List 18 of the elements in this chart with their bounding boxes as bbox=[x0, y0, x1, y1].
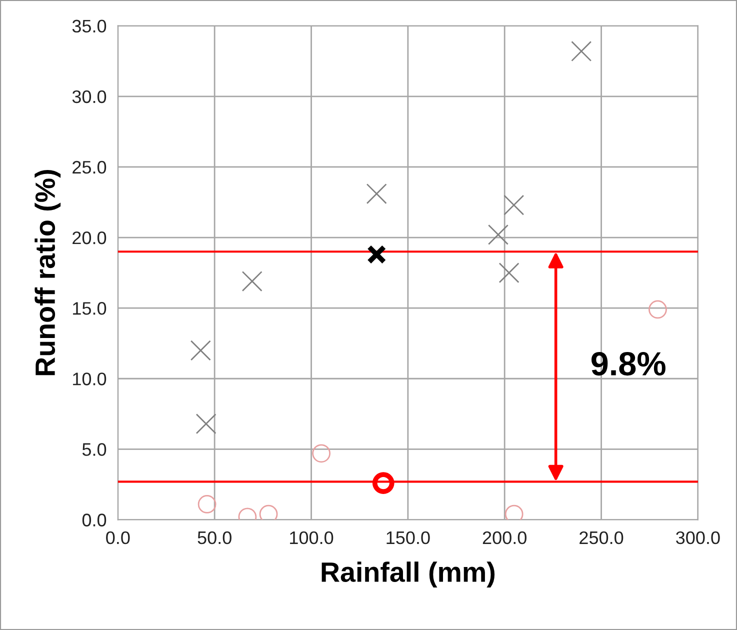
y-tick-label: 0.0 bbox=[82, 514, 106, 526]
y-tick-label: 20.0 bbox=[72, 231, 106, 244]
x-tick-label: 300.0 bbox=[676, 531, 720, 544]
y-tick-label: 15.0 bbox=[73, 302, 106, 315]
y-tick-label: 25.0 bbox=[72, 160, 106, 174]
y-tick-label: 30.0 bbox=[72, 90, 106, 104]
x-tick-label: 250.0 bbox=[580, 531, 624, 544]
x-tick-label: 0.0 bbox=[106, 531, 130, 544]
y-tick-label: 10.0 bbox=[73, 372, 106, 386]
x-tick-label: 100.0 bbox=[290, 531, 334, 544]
x-tick-label: 50.0 bbox=[198, 531, 232, 544]
y-tick-label: 35.0 bbox=[72, 20, 106, 33]
annotation: 9.8% bbox=[592, 352, 666, 376]
y-axis-title: Runoff ratio (%) bbox=[34, 170, 61, 376]
x-axis-title: Rainfall (mm) bbox=[322, 562, 495, 588]
x-tick-label: 150.0 bbox=[386, 531, 430, 544]
x-tick-label: 200.0 bbox=[482, 531, 526, 544]
y-tick-label: 5.0 bbox=[82, 443, 106, 456]
